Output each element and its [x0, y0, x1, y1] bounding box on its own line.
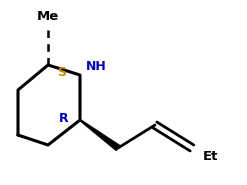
Text: Me: Me — [37, 11, 59, 23]
Text: NH: NH — [86, 60, 106, 73]
Text: R: R — [59, 112, 69, 125]
Polygon shape — [80, 120, 120, 150]
Text: S: S — [58, 66, 66, 80]
Text: Et: Et — [202, 151, 218, 164]
